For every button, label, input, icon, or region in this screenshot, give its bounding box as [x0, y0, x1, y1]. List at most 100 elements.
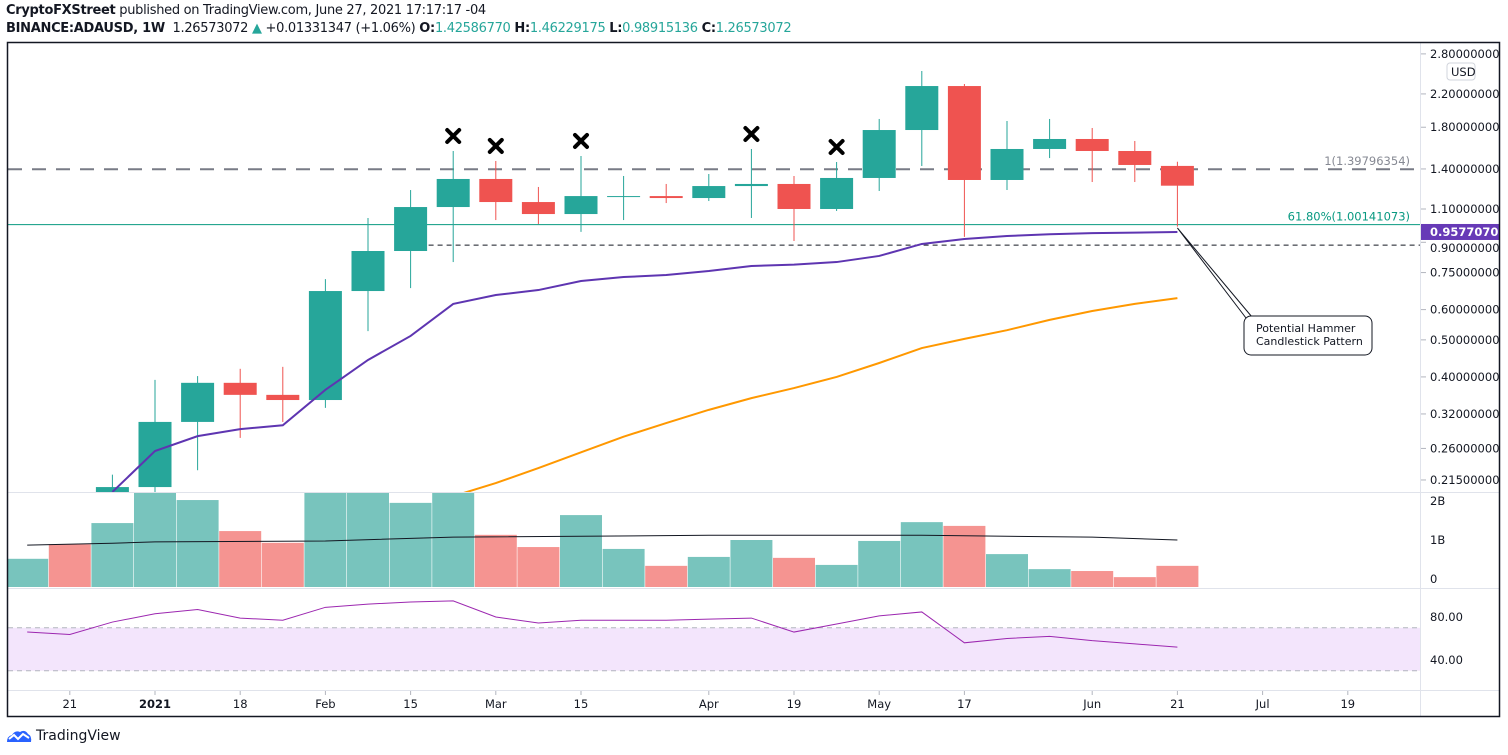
price-tick-label: 0.75000000 — [1430, 266, 1500, 280]
candle — [990, 120, 1024, 191]
candle-body — [905, 86, 939, 131]
x-mark-icon — [743, 125, 760, 142]
candle-body — [947, 86, 981, 180]
candle-body — [1033, 138, 1067, 149]
candle-body — [181, 382, 215, 422]
chart-frame — [6, 41, 1501, 718]
time-tick-label: 18 — [233, 697, 248, 711]
price-tick-label: 0.60000000 — [1430, 303, 1500, 317]
time-tick-label: Apr — [699, 697, 719, 711]
candle — [351, 217, 385, 332]
volume-bar — [858, 540, 901, 587]
high-label: H: — [514, 21, 530, 36]
currency-label: USD — [1451, 65, 1476, 79]
price-tick-label: 1.10000000 — [1430, 202, 1500, 216]
candle-body — [564, 196, 598, 215]
time-tick-label: 2021 — [139, 697, 171, 711]
tradingview-brand: TradingView — [36, 728, 121, 744]
candle-body — [308, 291, 342, 401]
price-tick-label: 0.21500000 — [1430, 473, 1500, 487]
volume-bar — [730, 540, 773, 587]
volume-bar — [176, 500, 219, 587]
candle-body — [266, 394, 300, 401]
time-tick-label: Jun — [1082, 697, 1101, 711]
price-tick-label: 0.90000000 — [1430, 241, 1500, 255]
volume-bar — [1071, 571, 1114, 587]
close-label: C: — [701, 21, 716, 36]
candle — [947, 84, 981, 237]
candle — [607, 175, 641, 221]
candle — [820, 161, 854, 211]
volume-bar — [943, 525, 986, 587]
volume-bar — [645, 565, 688, 587]
low-value: 0.98915136 — [622, 21, 698, 36]
symbol-name[interactable]: BINANCE:ADAUSD, 1W — [6, 21, 165, 36]
volume-tick-label: 1B — [1430, 533, 1445, 547]
close-value: 1.26573072 — [715, 21, 792, 36]
level-label: 61.80%(1.00141073) — [1288, 210, 1410, 224]
volume-bar — [91, 523, 134, 587]
volume-bar — [602, 548, 645, 587]
callout-box — [1243, 315, 1373, 356]
volume-bar — [219, 531, 262, 587]
published-text: published on TradingView.com, June 27, 2… — [119, 3, 486, 18]
time-tick-label: 21 — [62, 697, 77, 711]
currency-badge — [1446, 62, 1476, 81]
volume-tick-label: 2B — [1430, 494, 1445, 508]
volume-bar — [1156, 565, 1199, 587]
candle-body — [1075, 138, 1109, 151]
rsi-line — [27, 600, 1178, 648]
candle — [649, 183, 683, 204]
time-tick-label: Mar — [485, 697, 507, 711]
candle-body — [862, 130, 896, 178]
ma-price-tag-label: 0.95770709 — [1430, 225, 1506, 239]
candle-body — [138, 421, 172, 488]
volume-tick-label: 0 — [1430, 572, 1437, 586]
volume-bar — [900, 522, 943, 587]
price-tick-label: 2.20000000 — [1430, 87, 1500, 101]
volume-bar — [815, 564, 858, 587]
volume-bar — [347, 493, 389, 587]
price-tick-label: 0.32000000 — [1430, 407, 1500, 421]
price-tick-label: 1.40000000 — [1430, 162, 1500, 176]
volume-bar — [986, 554, 1028, 587]
time-tick-label: 21 — [1170, 697, 1185, 711]
open-value: 1.42586770 — [434, 21, 511, 36]
time-tick-label: 15 — [403, 697, 418, 711]
candle-body — [820, 177, 854, 209]
candle-body — [1118, 150, 1152, 165]
volume-bar — [8, 558, 49, 587]
time-tick-label: Jul — [1255, 697, 1270, 711]
price-tick-label: 1.80000000 — [1430, 120, 1500, 134]
candle — [181, 376, 215, 471]
volume-bar — [560, 515, 602, 587]
candle-body — [607, 196, 641, 198]
candle — [436, 150, 470, 263]
candle-body — [649, 196, 683, 199]
price-tick-label: 0.26000000 — [1430, 441, 1500, 455]
last-price: 1.26573072 — [172, 21, 249, 36]
candle — [521, 186, 555, 224]
candle-body — [394, 207, 428, 252]
candle-body — [95, 487, 129, 492]
ma-price-tag — [1421, 223, 1500, 240]
tradingview-logo[interactable]: TradingView — [6, 728, 121, 744]
time-tick-label: 19 — [1340, 697, 1355, 711]
time-tick-label: Feb — [315, 697, 335, 711]
volume-bar — [48, 544, 91, 587]
volume-bar — [304, 493, 347, 587]
candle — [308, 279, 342, 408]
time-tick-label: 19 — [787, 697, 802, 711]
callout-line1: Potential Hammer — [1256, 322, 1356, 335]
candle — [394, 190, 428, 289]
up-triangle-icon: ▲ — [251, 21, 262, 36]
ma-long-line — [463, 297, 1178, 492]
high-value: 1.46229175 — [529, 21, 606, 36]
price-tick-label: 0.50000000 — [1430, 333, 1500, 347]
publish-info: CryptoFXStreet published on TradingView.… — [6, 3, 486, 18]
publisher-name[interactable]: CryptoFXStreet — [6, 3, 116, 18]
volume-bar — [261, 542, 304, 587]
candle-body — [223, 382, 257, 395]
x-mark-icon — [573, 132, 589, 149]
